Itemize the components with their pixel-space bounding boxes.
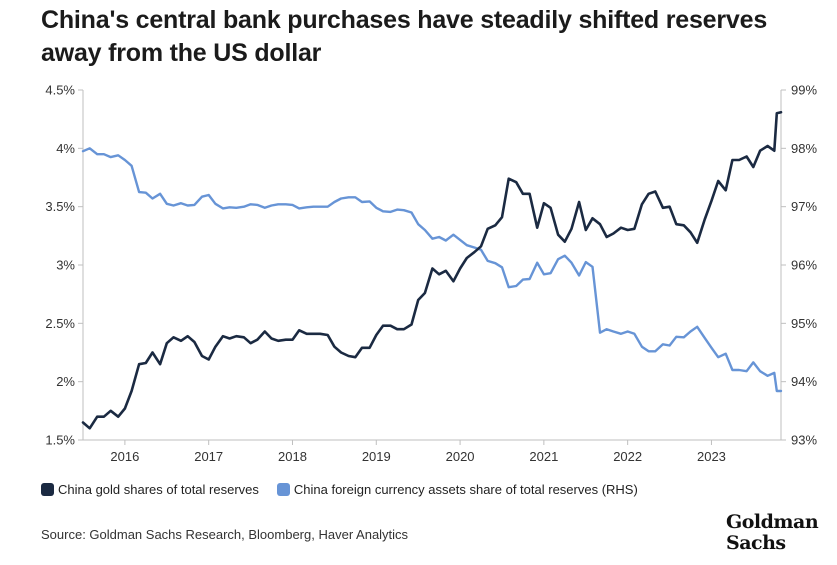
y-left-tick-label: 1.5% <box>45 433 75 448</box>
gold-share-line <box>81 110 783 430</box>
y-left-tick-label: 3.5% <box>45 199 75 214</box>
y-left-tick-label: 2% <box>56 374 75 389</box>
x-tick-label: 2019 <box>362 449 391 464</box>
legend-swatch-fx <box>276 483 290 496</box>
y-right-tick-label: 96% <box>791 258 817 273</box>
legend-swatch-gold <box>41 483 54 496</box>
y-right-tick-label: 99% <box>791 83 817 98</box>
y-right-tick-label: 98% <box>791 141 817 156</box>
logo-line-1: Goldman <box>726 511 819 533</box>
legend: China gold shares of total reserves Chin… <box>41 482 656 497</box>
chart-title: China's central bank purchases have stea… <box>41 6 768 67</box>
x-tick-label: 2021 <box>529 449 558 464</box>
x-tick-label: 2020 <box>446 449 475 464</box>
legend-item-gold: China gold shares of total reserves <box>41 482 259 497</box>
goldman-sachs-logo: Goldman Sachs <box>726 511 819 554</box>
x-tick-label: 2017 <box>194 449 223 464</box>
x-tick-label: 2018 <box>278 449 307 464</box>
line-chart: 1.5% 2% 2.5% 3% 3.5% 4% 4.5% 93% 94% 95% 96% 97% 98%… <box>45 83 817 465</box>
legend-label-fx: China foreign currency assets share of t… <box>293 482 638 497</box>
x-tick-label: 2023 <box>697 449 726 464</box>
y-right-tick-label: 95% <box>791 316 817 331</box>
logo-line-2: Sachs <box>726 532 786 554</box>
y-left-tick-label: 4% <box>56 141 75 156</box>
x-tick-label: 2016 <box>110 449 139 464</box>
y-left-tick-label: 3% <box>56 258 75 273</box>
x-tick-label: 2022 <box>613 449 642 464</box>
y-right-tick-label: 97% <box>791 199 817 214</box>
legend-label-gold: China gold shares of total reserves <box>58 482 259 497</box>
y-left-tick-label: 2.5% <box>45 316 75 331</box>
y-right-tick-label: 94% <box>791 374 817 389</box>
y-right-tick-label: 93% <box>791 433 817 448</box>
legend-item-fx: China foreign currency assets share of t… <box>276 482 638 497</box>
y-left-tick-label: 4.5% <box>45 83 75 98</box>
fx-assets-share-line <box>81 147 783 393</box>
source-note: Source: Goldman Sachs Research, Bloomber… <box>41 527 409 542</box>
